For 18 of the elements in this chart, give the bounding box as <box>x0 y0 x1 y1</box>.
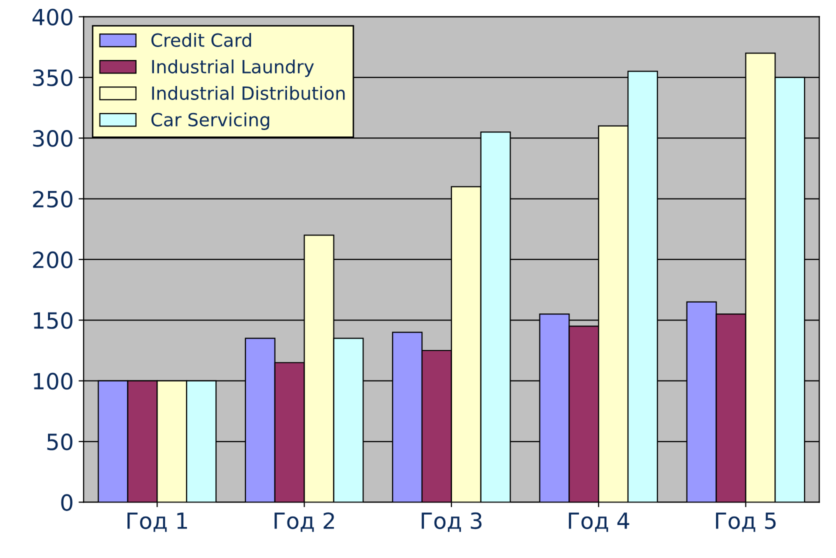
x-tick-label: Год 2 <box>274 512 334 532</box>
legend-label: Industrial Laundry <box>152 59 314 77</box>
x-tick-label: Год 4 <box>568 512 630 532</box>
legend-label: Car Servicing <box>151 112 270 130</box>
y-tick-label: 150 <box>34 312 72 329</box>
y-tick-label: 300 <box>33 130 72 147</box>
legend-label: Industrial Distribution <box>152 86 345 100</box>
x-tick-label: Год 3 <box>422 512 482 532</box>
legend-label: Credit Card <box>151 32 252 47</box>
y-tick-label: 250 <box>33 190 72 208</box>
y-tick-label: 0 <box>61 494 72 511</box>
y-tick-label: 50 <box>47 433 72 450</box>
y-tick-label: 350 <box>33 69 72 86</box>
y-tick-label: 200 <box>33 251 72 268</box>
x-tick-label: Год 5 <box>716 512 776 532</box>
x-tick-label: Год 1 <box>127 512 187 532</box>
y-tick-label: 100 <box>34 372 72 390</box>
y-tick-label: 400 <box>32 8 72 26</box>
